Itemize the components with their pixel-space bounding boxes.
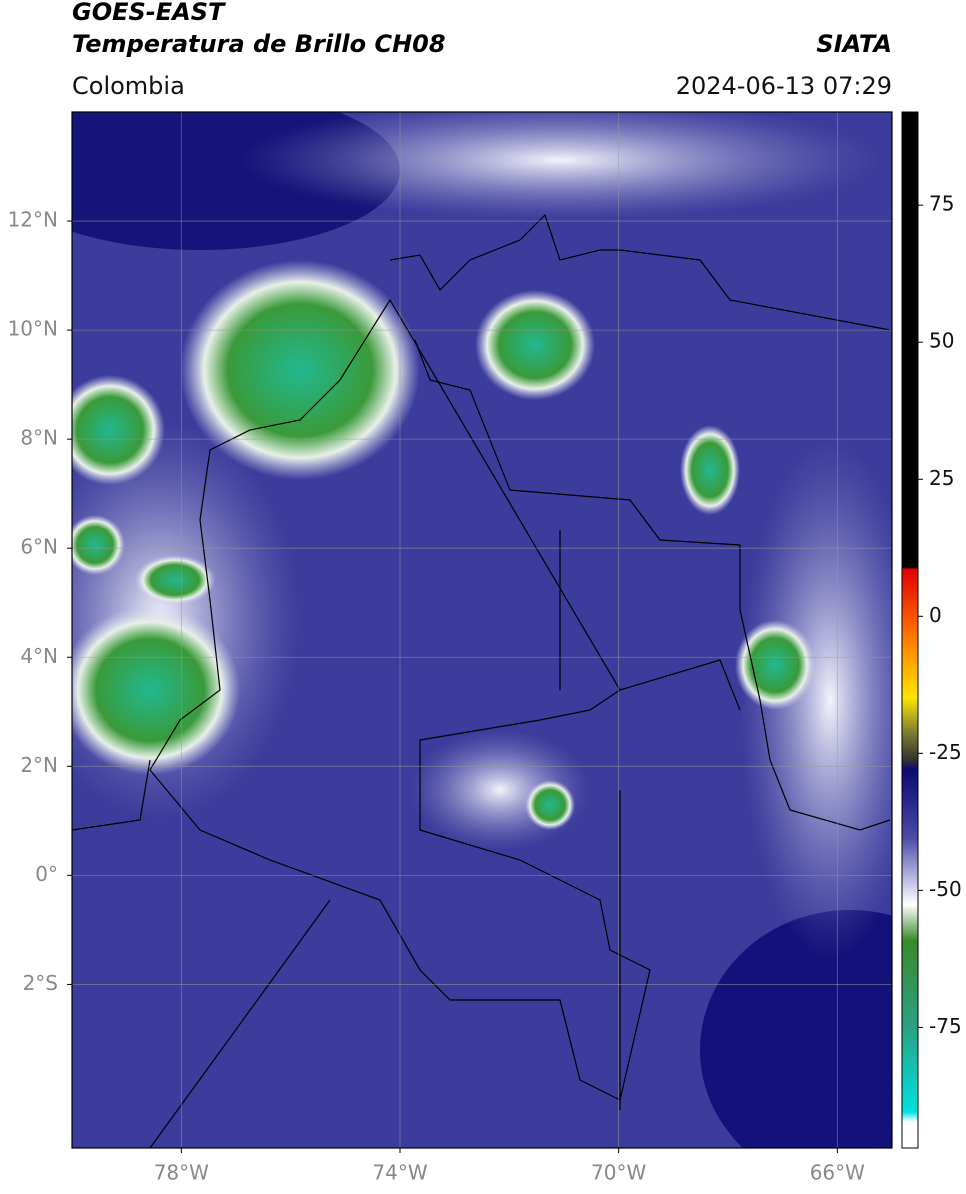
- source: SIATA: [816, 30, 892, 58]
- satellite-image: [72, 112, 892, 1148]
- colorbar-tick-label: 50: [929, 329, 954, 353]
- y-tick-label: 4°N: [20, 644, 58, 668]
- colorbar-tick-label: -25: [929, 740, 962, 764]
- x-tick-label: 66°W: [810, 1161, 865, 1185]
- subtitle: Temperatura de Brillo CH08: [72, 30, 446, 58]
- region: Colombia: [72, 72, 185, 100]
- x-tick-label: 74°W: [372, 1161, 427, 1185]
- y-tick-label: 12°N: [8, 208, 58, 232]
- colorbar-tick-label: -50: [929, 877, 962, 901]
- y-tick-label: 10°N: [8, 317, 58, 341]
- y-tick-label: 0°: [35, 862, 58, 886]
- x-tick-label: 78°W: [154, 1161, 209, 1185]
- y-tick-label: 6°N: [20, 535, 58, 559]
- datetime: 2024-06-13 07:29: [676, 72, 892, 100]
- title: GOES-EAST: [72, 0, 226, 26]
- map-frame: [71, 111, 893, 1149]
- colorbar: [901, 111, 919, 1149]
- colorbar-tick-label: -75: [929, 1014, 962, 1038]
- y-tick-label: 2°S: [23, 971, 58, 995]
- y-tick-label: 2°N: [20, 753, 58, 777]
- colorbar-tick-label: 25: [929, 466, 954, 490]
- colorbar-tick-label: 75: [929, 192, 954, 216]
- x-tick-label: 70°W: [591, 1161, 646, 1185]
- colorbar-tick-label: 0: [929, 603, 942, 627]
- y-tick-label: 8°N: [20, 426, 58, 450]
- grid: [72, 112, 892, 1148]
